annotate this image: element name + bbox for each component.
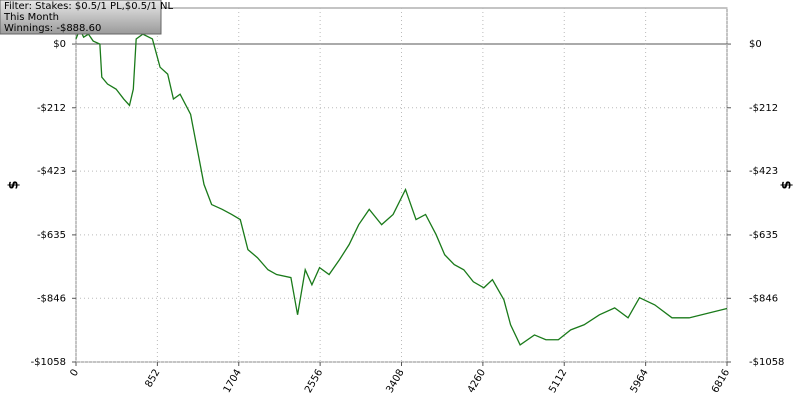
- y2-tick-label: -$635: [749, 230, 778, 241]
- y-tick-label: -$1058: [31, 357, 66, 368]
- y-tick-label: -$846: [37, 293, 66, 304]
- x-tick-label: 6816: [710, 368, 732, 396]
- y2-tick-label: -$212: [749, 103, 778, 114]
- x-tick-label: 1704: [222, 368, 244, 396]
- y-axis-label: $: [7, 180, 22, 189]
- x-tick-label: 5964: [629, 368, 651, 396]
- filter-box: [0, 0, 162, 35]
- x-tick-label: 852: [143, 368, 162, 390]
- y-tick-label: -$212: [37, 103, 66, 114]
- filter-line: Winnings: -$888.60: [4, 23, 101, 34]
- y-tick-label: -$423: [37, 166, 66, 177]
- filter-line: Filter: Stakes: $0.5/1 PL,$0.5/1 NL: [4, 1, 173, 12]
- x-tick-label: 0: [68, 368, 81, 379]
- y2-tick-label: -$846: [749, 293, 778, 304]
- data-line: [75, 27, 728, 346]
- y-tick-label: -$635: [37, 230, 66, 241]
- x-tick-label: 4260: [466, 368, 488, 396]
- filter-line: This Month: [3, 12, 59, 23]
- x-tick-label: 2556: [303, 368, 325, 396]
- y2-tick-label: -$1058: [749, 357, 784, 368]
- x-tick-label: 3408: [384, 368, 406, 396]
- x-tick-label: 5112: [547, 368, 569, 396]
- y-tick-label: $0: [53, 39, 66, 50]
- y2-tick-label: $0: [749, 39, 762, 50]
- y2-axis-label: $: [780, 180, 795, 189]
- y2-tick-label: -$423: [749, 166, 778, 177]
